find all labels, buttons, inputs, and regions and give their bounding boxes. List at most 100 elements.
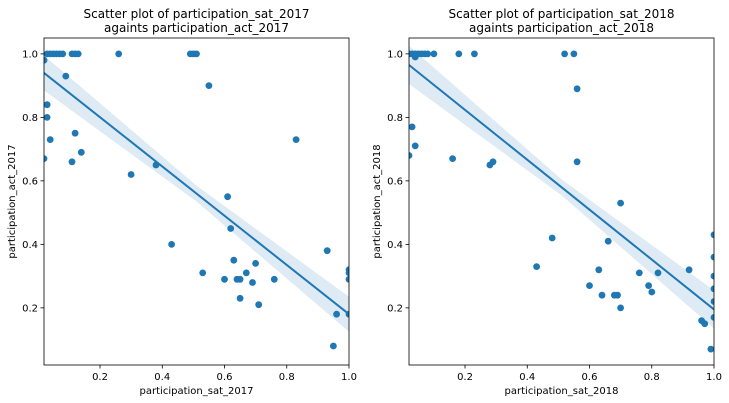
y-tick-label: 0.8: [22, 113, 38, 124]
data-point: [411, 53, 419, 61]
chart-title-line-1: Scatter plot of participation_sat_2017: [84, 7, 310, 21]
data-point: [449, 155, 456, 163]
y-axis-label: participation_act_2017: [7, 144, 18, 258]
data-point: [74, 50, 82, 58]
data-point: [205, 82, 213, 89]
data-point: [595, 266, 603, 274]
data-point: [455, 50, 463, 58]
chart-title-line-2: againts participation_act_2018: [469, 21, 654, 35]
data-point: [533, 263, 540, 270]
data-point: [561, 50, 568, 58]
y-axis-label: participation_act_2018: [372, 144, 383, 258]
chart-participation-2018: 0.2 0.4 0.6 0.8 1.0 0.2 0.4 0.6 0.8 1.0 Scatter pl…: [372, 7, 722, 397]
y-tick-label: 1.0: [387, 49, 403, 60]
data-point: [127, 171, 135, 178]
data-point: [252, 260, 259, 267]
data-point: [345, 269, 349, 277]
data-point: [242, 269, 250, 277]
data-point: [598, 291, 606, 299]
data-point: [44, 155, 48, 162]
data-point: [68, 158, 76, 166]
data-point: [292, 136, 300, 144]
data-point: [44, 101, 51, 109]
data-point: [548, 234, 556, 242]
data-point: [614, 291, 621, 299]
data-point: [645, 282, 652, 289]
data-point: [586, 282, 593, 289]
y-tick-label: 1.0: [22, 49, 38, 60]
data-point: [224, 193, 232, 201]
y-tick-label: 0.2: [22, 303, 38, 314]
data-point: [236, 275, 244, 283]
x-tick-label: 0.6: [582, 372, 598, 383]
data-point: [617, 304, 624, 312]
y-tick-label: 0.2: [387, 303, 403, 314]
data-point: [710, 253, 714, 261]
data-point: [59, 50, 67, 58]
data-point: [710, 285, 714, 293]
data-point: [604, 237, 612, 245]
x-axis-label: participation_sat_2018: [505, 386, 619, 397]
data-point: [409, 123, 416, 131]
data-point: [193, 50, 200, 58]
data-point: [710, 298, 714, 305]
y-tick-label: 0.6: [22, 176, 38, 187]
data-point: [255, 301, 263, 309]
data-point: [489, 158, 497, 166]
data-point: [345, 275, 349, 283]
x-tick-label: 1.0: [341, 372, 357, 383]
data-point: [333, 310, 340, 318]
data-point: [707, 345, 714, 353]
regression-line: [409, 64, 714, 311]
x-tick-label: 1.0: [706, 372, 722, 383]
data-point: [71, 129, 79, 137]
data-point: [330, 342, 337, 350]
x-tick-label: 0.6: [217, 372, 233, 383]
data-point: [648, 288, 656, 296]
data-point: [570, 50, 578, 58]
data-point: [430, 50, 438, 58]
plot-frame: [43, 37, 350, 366]
data-point: [573, 158, 581, 166]
y-tick-label: 0.8: [387, 113, 403, 124]
data-point: [199, 269, 207, 277]
data-point: [221, 275, 228, 283]
data-point: [710, 231, 714, 239]
data-point: [62, 72, 70, 80]
data-point: [424, 50, 432, 58]
data-point: [573, 85, 581, 93]
y-tick-label: 0.4: [387, 240, 403, 251]
data-point: [411, 142, 419, 150]
data-point: [230, 256, 238, 264]
data-point: [44, 56, 48, 64]
data-point: [46, 136, 54, 144]
data-point: [44, 114, 51, 121]
data-point: [77, 148, 85, 156]
chart-title-line-1: Scatter plot of participation_sat_2018: [449, 7, 675, 21]
data-point: [654, 269, 662, 277]
data-point: [168, 241, 176, 248]
data-point: [710, 314, 714, 321]
data-point: [115, 50, 123, 58]
data-point: [249, 279, 256, 286]
data-point: [701, 320, 709, 328]
data-point: [617, 199, 624, 207]
data-point: [227, 225, 235, 232]
x-tick-label: 0.8: [279, 372, 295, 383]
x-tick-label: 0.4: [154, 372, 170, 383]
y-tick-label: 0.4: [22, 240, 38, 251]
data-point: [471, 50, 478, 58]
data-point: [323, 247, 331, 255]
data-point: [270, 275, 278, 283]
data-point: [685, 266, 693, 274]
chart-participation-2017: 0.2 0.4 0.6 0.8 1.0 0.2 0.4 0.6 0.8 1.0 Scatter pl…: [7, 7, 357, 397]
y-tick-label: 0.6: [387, 176, 403, 187]
data-point: [710, 272, 714, 280]
data-point: [236, 294, 244, 302]
regression-line: [44, 72, 349, 315]
plot-frame: [408, 37, 715, 366]
x-tick-label: 0.8: [644, 372, 660, 383]
data-point: [635, 269, 643, 277]
x-tick-label: 0.4: [519, 372, 535, 383]
